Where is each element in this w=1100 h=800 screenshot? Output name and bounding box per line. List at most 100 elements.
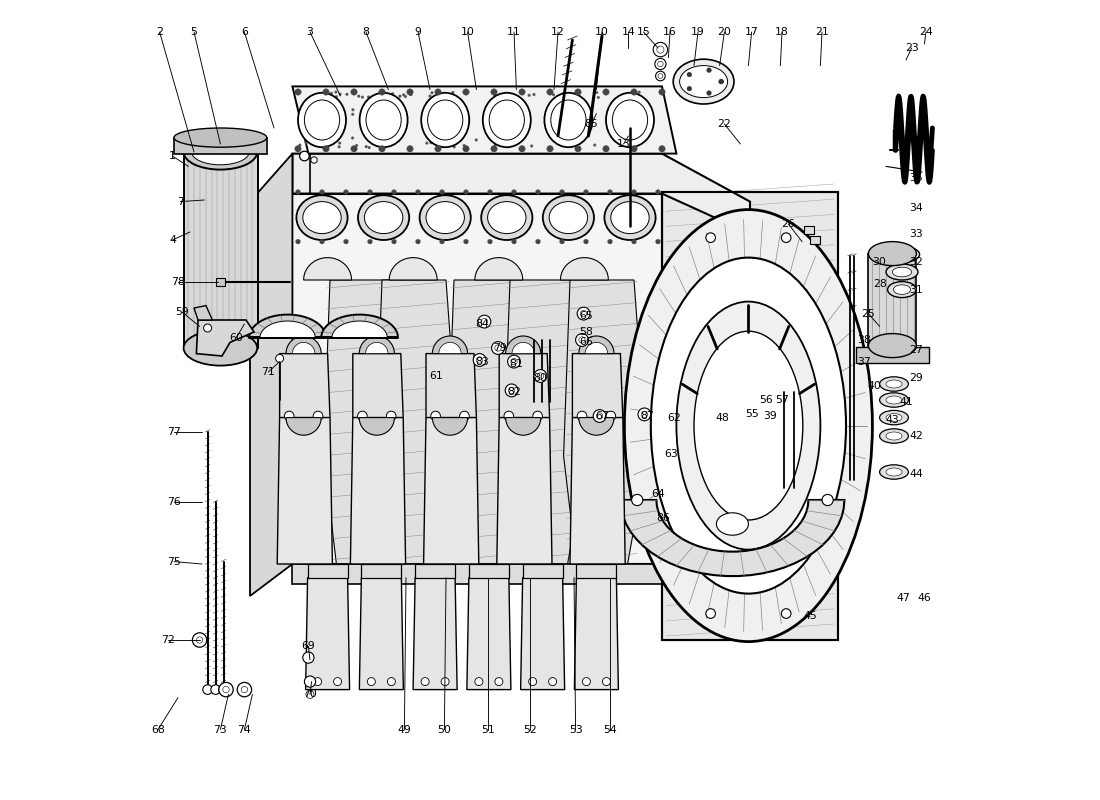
Circle shape xyxy=(595,91,598,94)
Circle shape xyxy=(569,143,571,146)
Circle shape xyxy=(575,142,579,145)
Polygon shape xyxy=(426,354,476,418)
Circle shape xyxy=(429,94,431,98)
Circle shape xyxy=(463,144,465,147)
Circle shape xyxy=(512,190,516,194)
Text: 42: 42 xyxy=(910,431,923,441)
Circle shape xyxy=(581,310,586,317)
Circle shape xyxy=(495,678,503,686)
Circle shape xyxy=(534,370,547,382)
Text: 63: 63 xyxy=(664,450,679,459)
Circle shape xyxy=(659,89,666,95)
Ellipse shape xyxy=(893,285,911,294)
Polygon shape xyxy=(448,280,531,564)
Circle shape xyxy=(404,95,407,98)
Polygon shape xyxy=(306,578,350,690)
Ellipse shape xyxy=(886,414,902,422)
Circle shape xyxy=(431,411,440,421)
Circle shape xyxy=(392,190,396,194)
Text: 44: 44 xyxy=(910,469,923,478)
Circle shape xyxy=(451,91,454,94)
Text: 66: 66 xyxy=(579,338,593,347)
Text: 31: 31 xyxy=(910,285,923,294)
Text: 68: 68 xyxy=(151,725,165,734)
Text: 79: 79 xyxy=(494,343,507,353)
Text: 64: 64 xyxy=(651,490,664,499)
Circle shape xyxy=(299,151,309,161)
Circle shape xyxy=(295,146,301,152)
Circle shape xyxy=(508,387,515,394)
Circle shape xyxy=(434,89,441,95)
Wedge shape xyxy=(286,418,321,435)
Circle shape xyxy=(656,71,666,81)
Circle shape xyxy=(338,142,341,145)
Circle shape xyxy=(378,89,385,95)
Circle shape xyxy=(631,494,642,506)
Text: 57: 57 xyxy=(776,395,789,405)
Circle shape xyxy=(204,324,211,332)
Text: 10: 10 xyxy=(595,27,609,37)
Text: 47: 47 xyxy=(896,594,911,603)
Circle shape xyxy=(658,62,663,66)
Circle shape xyxy=(626,141,629,144)
Circle shape xyxy=(322,89,329,95)
Polygon shape xyxy=(620,500,845,576)
Circle shape xyxy=(706,233,715,242)
Text: 46: 46 xyxy=(917,594,932,603)
Circle shape xyxy=(238,682,252,697)
Ellipse shape xyxy=(892,267,912,277)
Polygon shape xyxy=(563,280,647,564)
Circle shape xyxy=(578,307,590,320)
Ellipse shape xyxy=(364,202,403,234)
Ellipse shape xyxy=(366,100,402,140)
Ellipse shape xyxy=(483,93,531,147)
Circle shape xyxy=(219,685,229,694)
Polygon shape xyxy=(572,354,623,418)
Circle shape xyxy=(358,94,360,98)
Circle shape xyxy=(578,411,586,421)
Ellipse shape xyxy=(868,242,916,266)
Ellipse shape xyxy=(886,396,902,404)
Wedge shape xyxy=(432,418,468,435)
Polygon shape xyxy=(362,564,402,578)
Circle shape xyxy=(387,94,390,97)
Text: 51: 51 xyxy=(481,725,495,734)
Circle shape xyxy=(334,95,338,98)
Circle shape xyxy=(584,239,588,244)
Text: 16: 16 xyxy=(663,27,676,37)
Text: 40: 40 xyxy=(867,381,881,390)
Text: 41: 41 xyxy=(899,397,913,406)
Polygon shape xyxy=(332,321,387,338)
Circle shape xyxy=(656,190,660,194)
Text: 3: 3 xyxy=(307,27,314,37)
Circle shape xyxy=(409,93,412,96)
Circle shape xyxy=(351,137,354,139)
Ellipse shape xyxy=(358,195,409,240)
Circle shape xyxy=(367,239,373,244)
Ellipse shape xyxy=(868,334,916,358)
Circle shape xyxy=(320,190,324,194)
Circle shape xyxy=(320,239,324,244)
Polygon shape xyxy=(466,578,510,690)
Circle shape xyxy=(507,146,509,148)
Text: eurospares: eurospares xyxy=(354,443,617,485)
Circle shape xyxy=(345,93,349,96)
Circle shape xyxy=(476,357,483,363)
Text: 27: 27 xyxy=(910,346,923,355)
Ellipse shape xyxy=(610,202,649,234)
Polygon shape xyxy=(576,564,616,578)
Circle shape xyxy=(653,42,668,57)
Circle shape xyxy=(584,190,588,194)
Circle shape xyxy=(547,89,553,95)
Text: 24: 24 xyxy=(920,27,933,37)
Text: 26: 26 xyxy=(781,219,795,229)
Ellipse shape xyxy=(305,100,340,140)
Circle shape xyxy=(631,239,637,244)
Circle shape xyxy=(351,113,354,116)
Circle shape xyxy=(537,373,543,379)
Text: 60: 60 xyxy=(230,333,243,342)
Circle shape xyxy=(593,144,596,146)
Circle shape xyxy=(463,190,469,194)
Text: 32: 32 xyxy=(910,258,923,267)
Circle shape xyxy=(407,146,414,152)
